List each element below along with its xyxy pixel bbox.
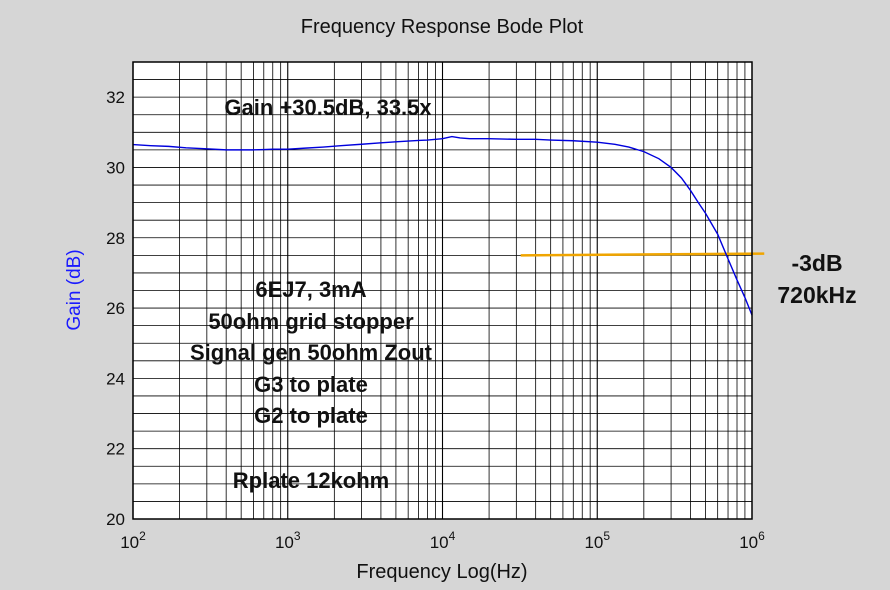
x-tick-label: 104: [430, 529, 456, 552]
y-tick-label: 24: [106, 369, 125, 388]
reference-layer: [520, 252, 765, 257]
cutoff-freq-annotation: 720kHz: [777, 282, 856, 308]
y-axis-label: Gain (dB): [64, 249, 85, 330]
tick-labels: 20 22 24 26 28 30 32 102 103 104 105 106: [106, 88, 765, 552]
y-tick-label: 26: [106, 299, 125, 318]
chart-title: Frequency Response Bode Plot: [301, 16, 584, 38]
gain-series-line: [132, 135, 753, 316]
gain-annotation: Gain +30.5dB, 33.5x: [224, 95, 432, 120]
y-tick-label: 22: [106, 440, 125, 459]
y-tick-label: 20: [106, 510, 125, 529]
x-tick-label: 106: [739, 529, 765, 552]
condition-g2: G2 to plate: [254, 403, 368, 428]
y-tick-label: 30: [106, 158, 125, 177]
plot-frame: [132, 61, 753, 520]
y-tick-label: 32: [106, 88, 125, 107]
x-axis-label: Frequency Log(Hz): [356, 561, 527, 583]
condition-g3: G3 to plate: [254, 372, 368, 397]
x-tick-label: 103: [275, 529, 301, 552]
minus-3db-line: [520, 252, 765, 257]
condition-grid-stopper: 50ohm grid stopper: [208, 309, 414, 334]
series-layer: [132, 135, 753, 316]
x-tick-label: 105: [584, 529, 610, 552]
cutoff-db-annotation: -3dB: [791, 250, 842, 276]
rplate-annotation: Rplate 12kohm: [233, 468, 390, 493]
condition-tube: 6EJ7, 3mA: [255, 277, 366, 302]
condition-signal-gen: Signal gen 50ohm Zout: [190, 340, 433, 365]
y-tick-label: 28: [106, 229, 125, 248]
x-tick-label: 102: [120, 529, 146, 552]
